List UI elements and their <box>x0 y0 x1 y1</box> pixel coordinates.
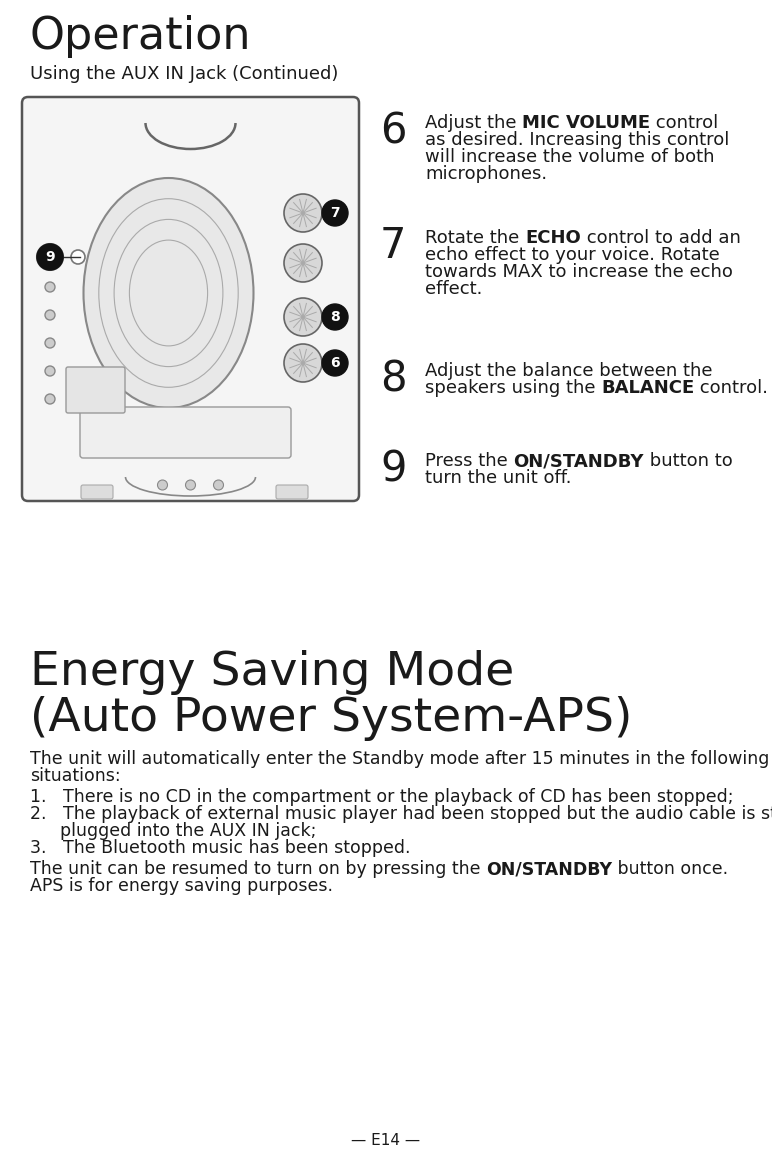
FancyBboxPatch shape <box>81 484 113 500</box>
Circle shape <box>37 245 63 270</box>
Circle shape <box>71 250 85 264</box>
Text: control: control <box>650 114 719 132</box>
Text: 8: 8 <box>380 358 407 400</box>
Text: Press the: Press the <box>425 452 513 471</box>
FancyBboxPatch shape <box>22 97 359 501</box>
Text: 3.   The Bluetooth music has been stopped.: 3. The Bluetooth music has been stopped. <box>30 839 411 857</box>
Text: towards MAX to increase the echo: towards MAX to increase the echo <box>425 263 733 280</box>
Ellipse shape <box>83 178 253 408</box>
Text: situations:: situations: <box>30 767 120 785</box>
Text: ECHO: ECHO <box>525 229 581 247</box>
Text: will increase the volume of both: will increase the volume of both <box>425 148 715 166</box>
Circle shape <box>214 480 224 490</box>
Text: ON/STANDBY: ON/STANDBY <box>486 860 612 879</box>
FancyBboxPatch shape <box>80 407 291 458</box>
Circle shape <box>157 480 168 490</box>
Circle shape <box>284 298 322 336</box>
Circle shape <box>284 194 322 232</box>
Text: Rotate the: Rotate the <box>425 229 525 247</box>
Text: ON/STANDBY: ON/STANDBY <box>513 452 644 471</box>
Circle shape <box>45 282 55 292</box>
Text: speakers using the: speakers using the <box>425 379 601 398</box>
Text: MIC VOLUME: MIC VOLUME <box>522 114 650 132</box>
Text: control.: control. <box>695 379 768 398</box>
Text: button once.: button once. <box>612 860 728 879</box>
Text: as desired. Increasing this control: as desired. Increasing this control <box>425 131 730 150</box>
Text: (Auto Power System-APS): (Auto Power System-APS) <box>30 697 632 741</box>
Text: turn the unit off.: turn the unit off. <box>425 469 571 487</box>
Text: control to add an: control to add an <box>581 229 740 247</box>
Circle shape <box>322 201 348 226</box>
Circle shape <box>45 394 55 404</box>
Circle shape <box>45 338 55 348</box>
Text: The unit will automatically enter the Standby mode after 15 minutes in the follo: The unit will automatically enter the St… <box>30 750 770 768</box>
Circle shape <box>322 350 348 376</box>
Text: Operation: Operation <box>30 15 252 58</box>
Text: Energy Saving Mode: Energy Saving Mode <box>30 650 514 695</box>
Text: 9: 9 <box>380 449 406 490</box>
Text: Adjust the: Adjust the <box>425 114 522 132</box>
Circle shape <box>185 480 195 490</box>
Text: APS is for energy saving purposes.: APS is for energy saving purposes. <box>30 877 333 895</box>
Text: microphones.: microphones. <box>425 165 547 183</box>
Circle shape <box>45 309 55 320</box>
Text: BALANCE: BALANCE <box>601 379 695 398</box>
Text: 8: 8 <box>330 309 340 325</box>
Text: 7: 7 <box>380 225 406 267</box>
Text: 2.   The playback of external music player had been stopped but the audio cable : 2. The playback of external music player… <box>30 806 772 823</box>
Text: button to: button to <box>644 452 733 471</box>
Text: — E14 —: — E14 — <box>351 1134 421 1149</box>
Circle shape <box>45 366 55 376</box>
Text: The unit can be resumed to turn on by pressing the: The unit can be resumed to turn on by pr… <box>30 860 486 879</box>
Circle shape <box>322 304 348 330</box>
Circle shape <box>37 245 63 270</box>
Text: 9: 9 <box>46 250 55 264</box>
Text: echo effect to your voice. Rotate: echo effect to your voice. Rotate <box>425 246 720 264</box>
Text: 1.   There is no CD in the compartment or the playback of CD has been stopped;: 1. There is no CD in the compartment or … <box>30 788 733 806</box>
Text: Using the AUX IN Jack (Continued): Using the AUX IN Jack (Continued) <box>30 65 338 83</box>
FancyBboxPatch shape <box>66 367 125 413</box>
Circle shape <box>284 344 322 382</box>
FancyBboxPatch shape <box>276 484 308 500</box>
Circle shape <box>284 245 322 282</box>
Text: 6: 6 <box>330 356 340 370</box>
Text: 7: 7 <box>330 206 340 220</box>
Text: effect.: effect. <box>425 280 482 298</box>
Text: Adjust the balance between the: Adjust the balance between the <box>425 362 713 380</box>
Text: plugged into the AUX IN jack;: plugged into the AUX IN jack; <box>60 822 317 840</box>
Text: 6: 6 <box>380 110 407 152</box>
